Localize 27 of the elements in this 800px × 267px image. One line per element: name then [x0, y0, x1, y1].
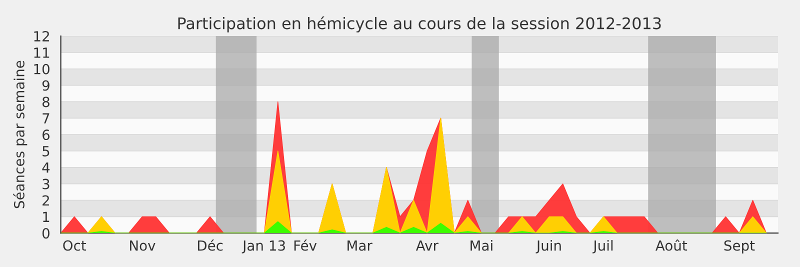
y-tick-label: 12	[34, 31, 49, 42]
y-tick-label: 7	[42, 113, 50, 124]
x-tick-label: Déc	[198, 239, 223, 251]
x-tick-label: Juin	[536, 240, 561, 254]
x-tick-label: Nov	[130, 240, 156, 251]
y-tick-label: 8	[42, 96, 50, 108]
y-tick-label: 1	[43, 212, 50, 222]
y-tick-label: 6	[42, 130, 50, 140]
y-tick-label: 9	[42, 80, 50, 91]
x-tick-label: Mar	[348, 240, 372, 251]
y-tick-label: 3	[42, 178, 50, 190]
y-tick-label: 0	[42, 228, 50, 239]
x-tick-label: Juil	[592, 240, 613, 254]
x-tick-label: Mai	[470, 240, 492, 251]
y-tick-label: 10	[34, 64, 50, 74]
x-tick-label: Fév	[294, 239, 317, 251]
y-tick-label: 4	[42, 162, 50, 173]
x-tick-label: Sept	[724, 240, 755, 254]
y-axis-title: Séances par semaine	[13, 60, 28, 208]
x-tick-label: Jan 13	[242, 240, 285, 254]
chart-title: Participation en hémicycle au cours de la session 2012-2013	[178, 16, 661, 32]
y-tick-label: 5	[42, 146, 50, 156]
x-tick-label: Oct	[63, 240, 86, 251]
y-tick-label: 2	[42, 195, 49, 206]
x-tick-label: Avr	[416, 240, 438, 251]
x-tick-label: Août	[655, 239, 688, 251]
y-tick-label: 11	[34, 48, 50, 58]
